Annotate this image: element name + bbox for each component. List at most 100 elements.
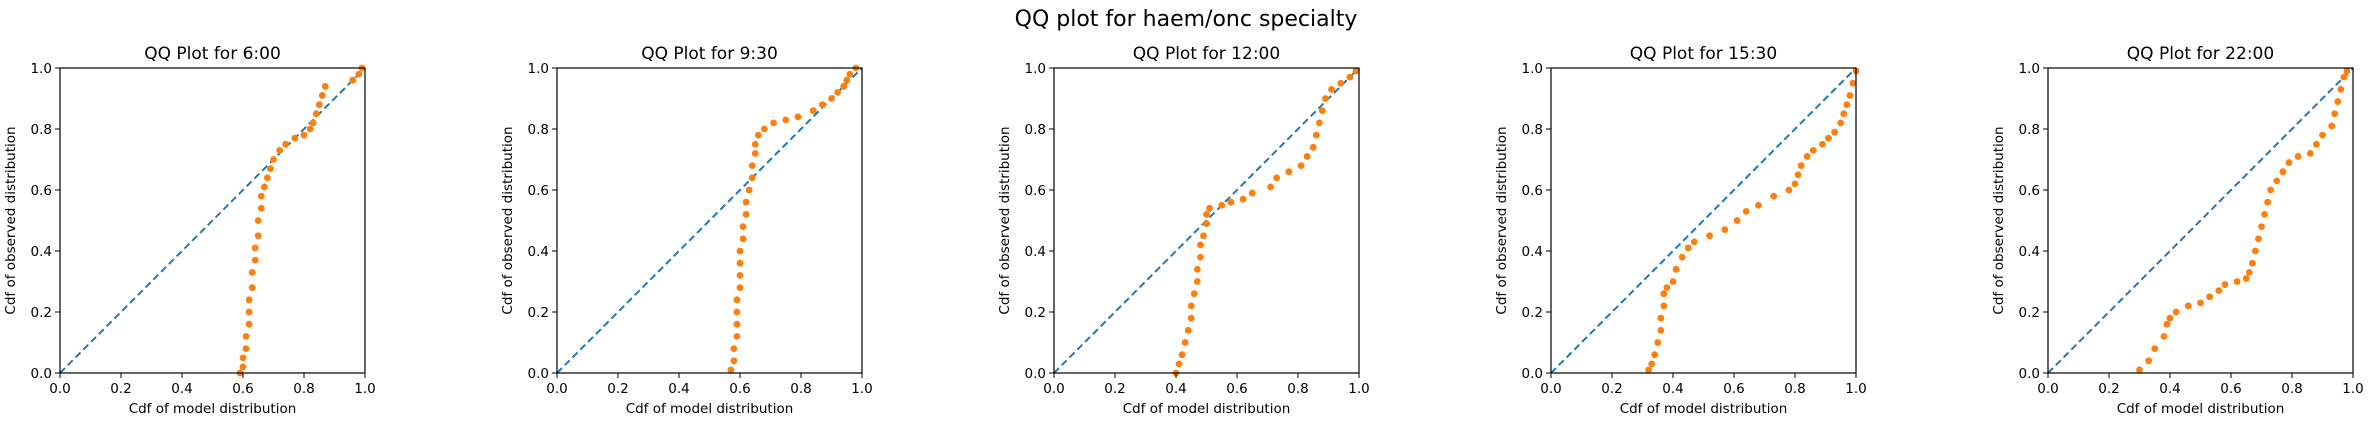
y-tick-label: 0.4	[2019, 244, 2040, 260]
reference-line	[1550, 67, 1857, 374]
y-tick-label: 0.2	[2019, 305, 2040, 321]
data-point	[306, 125, 314, 133]
qq-panel-2: QQ Plot for 9:30 0.0 0.2 0.4 0.6 0.8 1.0 0.0 0.2…	[500, 44, 873, 417]
panel-title: QQ Plot for 9:30	[641, 44, 778, 64]
x-axis-label: Cdf of model distribution	[1123, 401, 1291, 417]
data-point	[745, 186, 753, 194]
data-point	[1227, 198, 1235, 206]
y-tick-label: 0.0	[1522, 366, 1543, 382]
data-point	[1239, 195, 1247, 203]
data-point	[748, 162, 756, 170]
data-point	[2184, 302, 2192, 310]
data-point	[739, 235, 747, 243]
y-tick-label: 0.2	[1025, 305, 1046, 321]
x-tick-label: 0.4	[668, 381, 689, 397]
data-point	[1181, 339, 1189, 346]
data-point	[1755, 201, 1762, 209]
data-point	[1197, 253, 1204, 261]
data-point	[2294, 153, 2302, 160]
data-point	[239, 363, 247, 371]
data-point	[1203, 211, 1210, 218]
data-point	[1309, 143, 1317, 151]
axes-frame	[1550, 67, 1857, 374]
data-point	[2166, 314, 2174, 322]
data-point	[1352, 67, 1360, 75]
x-tick-label: 0.4	[1165, 381, 1186, 397]
qq-panel-3: QQ Plot for 12:00 0.0 0.2 0.4 0.6 0.8 1.0 0.0 0.…	[997, 44, 1370, 417]
data-point	[2313, 140, 2320, 148]
y-tick-label: 0.4	[1522, 244, 1543, 260]
data-point	[1663, 284, 1671, 291]
data-point	[1840, 110, 1848, 118]
data-point	[742, 211, 750, 218]
data-point	[254, 232, 262, 240]
y-tick-label: 0.4	[31, 244, 52, 260]
y-tick-label: 0.6	[2019, 183, 2040, 199]
y-tick-label: 0.6	[1522, 183, 1543, 199]
data-point	[2264, 198, 2272, 206]
data-point	[1193, 265, 1201, 273]
data-point	[248, 284, 256, 291]
data-point	[248, 268, 256, 276]
figure-title: QQ plot for haem/onc specialty	[1015, 7, 1358, 32]
data-point	[2319, 131, 2326, 139]
data-point	[2306, 150, 2314, 157]
x-tick-label: 1.0	[851, 381, 872, 397]
data-point	[733, 308, 741, 316]
data-point	[251, 256, 259, 264]
data-point	[264, 174, 271, 182]
data-point	[267, 165, 274, 173]
x-tick-label: 0.2	[1601, 381, 1622, 397]
x-axis-label: Cdf of model distribution	[129, 401, 297, 417]
data-point	[1831, 128, 1839, 136]
data-point	[1846, 92, 1854, 99]
data-point	[2248, 259, 2256, 267]
x-tick-label: 0.0	[546, 381, 567, 397]
y-tick-label: 0.6	[528, 183, 549, 199]
y-tick-label: 0.8	[2019, 122, 2040, 138]
x-tick-label: 0.8	[293, 381, 314, 397]
data-point	[1657, 326, 1665, 334]
data-point	[1346, 73, 1354, 81]
x-tick-label: 0.2	[110, 381, 131, 397]
data-point	[1322, 95, 1329, 102]
y-tick-label: 0.2	[31, 305, 52, 321]
data-point	[282, 140, 290, 148]
data-point	[1791, 180, 1799, 188]
x-tick-label: 0.0	[1540, 381, 1561, 397]
x-tick-label: 0.0	[2037, 381, 2058, 397]
x-tick-label: 0.6	[1226, 381, 1247, 397]
data-point	[318, 92, 326, 99]
data-point	[245, 308, 253, 316]
data-point	[312, 110, 320, 118]
data-point	[1770, 192, 1778, 200]
data-point	[1203, 220, 1210, 227]
panel-title: QQ Plot for 15:30	[1630, 44, 1777, 64]
y-tick-label: 1.0	[1025, 61, 1046, 77]
data-point	[1684, 244, 1692, 252]
data-point	[1672, 265, 1680, 273]
x-tick-label: 0.2	[2098, 381, 2119, 397]
data-point	[242, 333, 250, 340]
data-point	[1733, 217, 1741, 224]
data-point	[349, 76, 357, 84]
x-tick-label: 0.6	[232, 381, 253, 397]
x-tick-label: 0.4	[1662, 381, 1683, 397]
data-point	[2215, 287, 2223, 295]
x-tick-label: 0.4	[171, 381, 192, 397]
data-point	[1218, 201, 1226, 209]
data-point	[2151, 345, 2159, 352]
data-point	[2261, 211, 2268, 218]
data-point	[355, 70, 363, 78]
data-point	[2334, 98, 2342, 105]
y-tick-label: 1.0	[528, 61, 549, 77]
points	[1172, 67, 1360, 377]
y-tick-label: 0.0	[528, 366, 549, 382]
x-axis-label: Cdf of model distribution	[626, 401, 794, 417]
data-point	[291, 134, 299, 142]
data-point	[809, 107, 817, 115]
data-point	[257, 204, 265, 212]
y-axis-label: Cdf of observed distribution	[997, 126, 1013, 314]
x-tick-label: 0.6	[2220, 381, 2241, 397]
data-point	[751, 140, 759, 148]
